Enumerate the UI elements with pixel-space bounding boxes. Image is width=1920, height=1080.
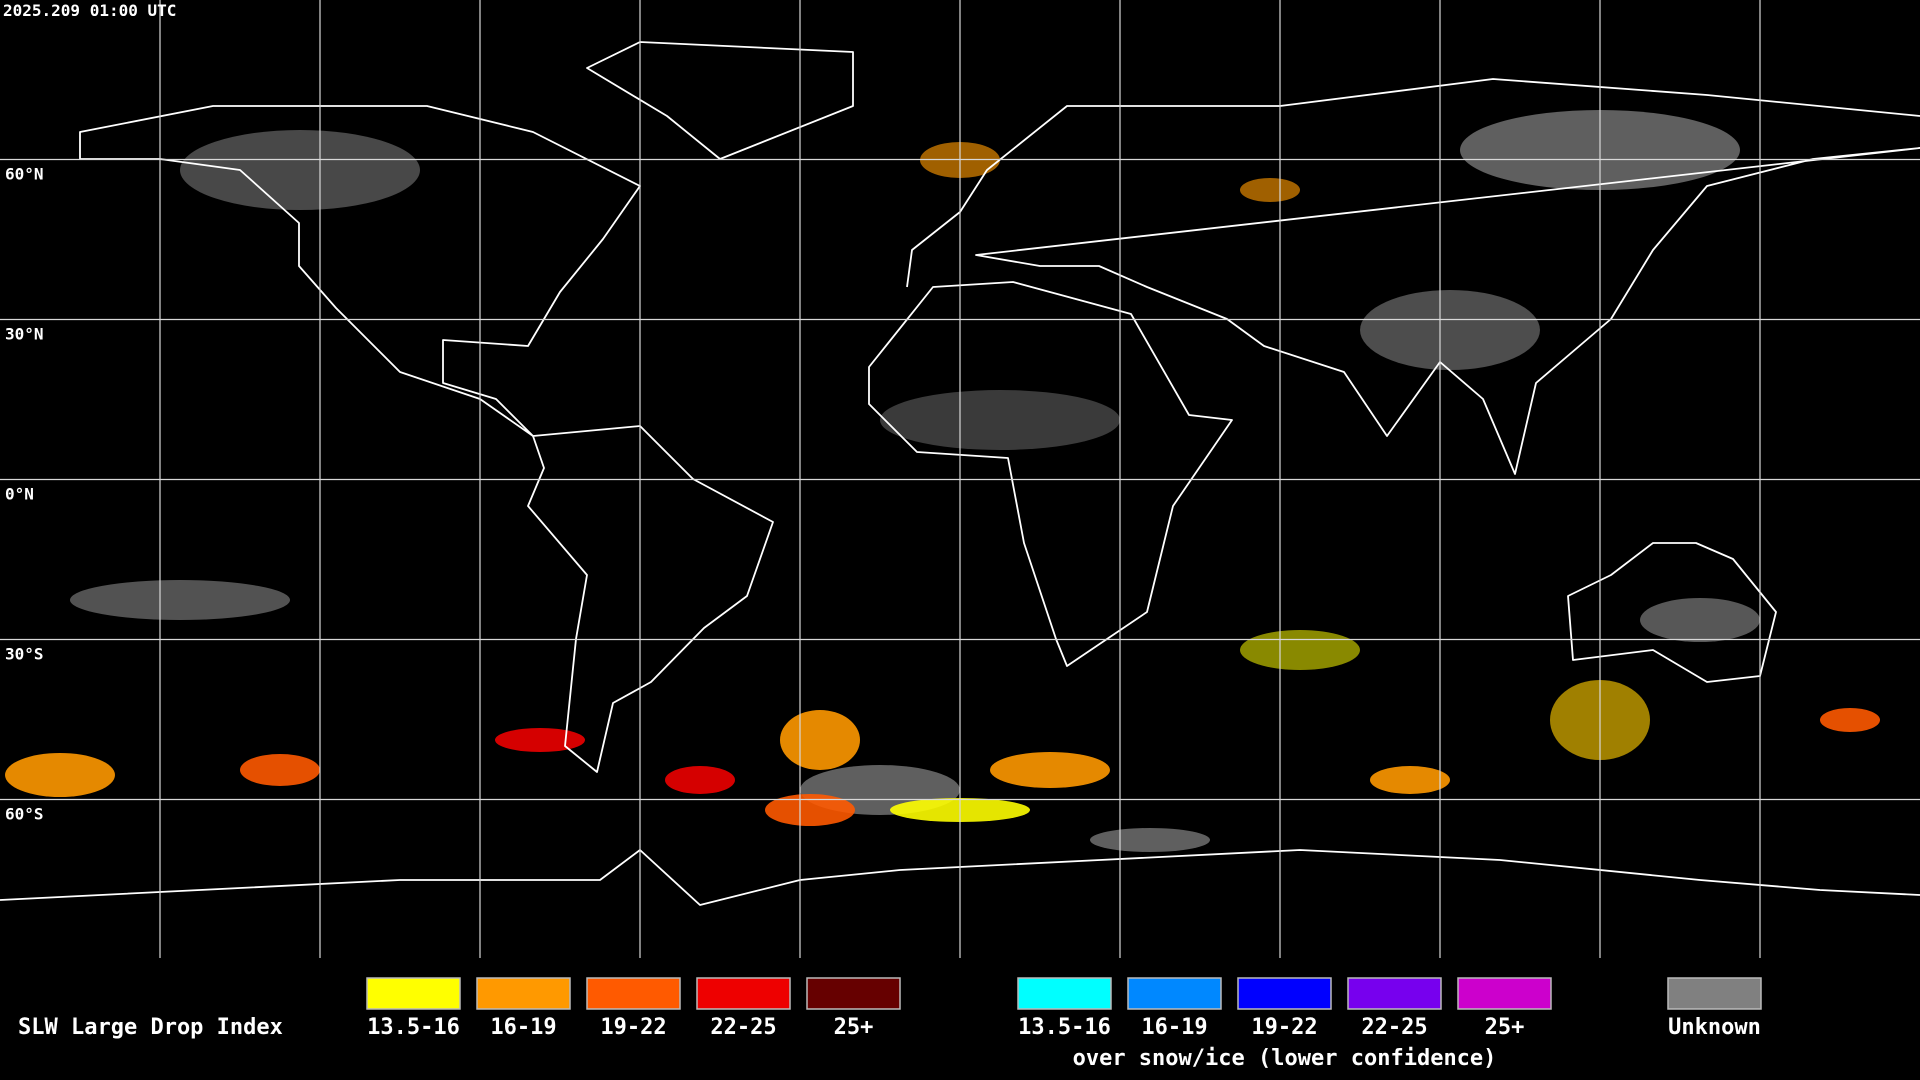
legend-label: Unknown: [1668, 1015, 1761, 1040]
legend-swatch: [1667, 977, 1762, 1010]
legend-swatch: [1457, 977, 1552, 1010]
legend-label: 13.5-16: [1018, 1015, 1111, 1040]
graticule: [0, 0, 1920, 958]
legend-swatch: [806, 977, 901, 1010]
legend-label: 22-25: [1361, 1015, 1427, 1040]
legend-title: SLW Large Drop Index: [18, 1015, 283, 1040]
legend-label: 25+: [1485, 1015, 1525, 1040]
latitude-label: 60°N: [5, 165, 44, 184]
latitude-labels: 60°N 30°N 0°N 30°S 60°S: [5, 165, 44, 824]
latitude-label: 60°S: [5, 805, 44, 824]
legend-label: 19-22: [600, 1015, 666, 1040]
legend-label: 16-19: [1141, 1015, 1207, 1040]
legend-label: 22-25: [710, 1015, 776, 1040]
legend-swatch: [586, 977, 681, 1010]
legend-label: 19-22: [1251, 1015, 1317, 1040]
antarctica: [0, 849, 1920, 906]
africa: [868, 281, 1233, 667]
north-america: [79, 105, 641, 437]
latitude-label: 30°S: [5, 645, 44, 664]
legend-swatch: [1017, 977, 1112, 1010]
legend: SLW Large Drop Index 13.5-16 16-19 19-22 22…: [18, 977, 1762, 1071]
legend-label: 25+: [834, 1015, 874, 1040]
legend-caption: over snow/ice (lower confidence): [1073, 1046, 1497, 1071]
legend-swatch: [696, 977, 791, 1010]
map: 60°N 30°N 0°N 30°S 60°S: [0, 0, 1920, 958]
south-america: [527, 425, 774, 773]
latitude-label: 30°N: [5, 325, 44, 344]
coastlines: [0, 41, 1920, 906]
legend-swatch: [476, 977, 571, 1010]
legend-swatch: [1127, 977, 1222, 1010]
legend-swatch: [366, 977, 461, 1010]
legend-label: 16-19: [490, 1015, 556, 1040]
legend-swatch: [1237, 977, 1332, 1010]
timestamp: 2025.209 01:00 UTC: [3, 1, 176, 20]
australia: [1567, 542, 1777, 683]
eurasia: [906, 78, 1920, 475]
latitude-label: 0°N: [5, 485, 34, 504]
legend-label: 13.5-16: [367, 1015, 460, 1040]
legend-swatch: [1347, 977, 1442, 1010]
